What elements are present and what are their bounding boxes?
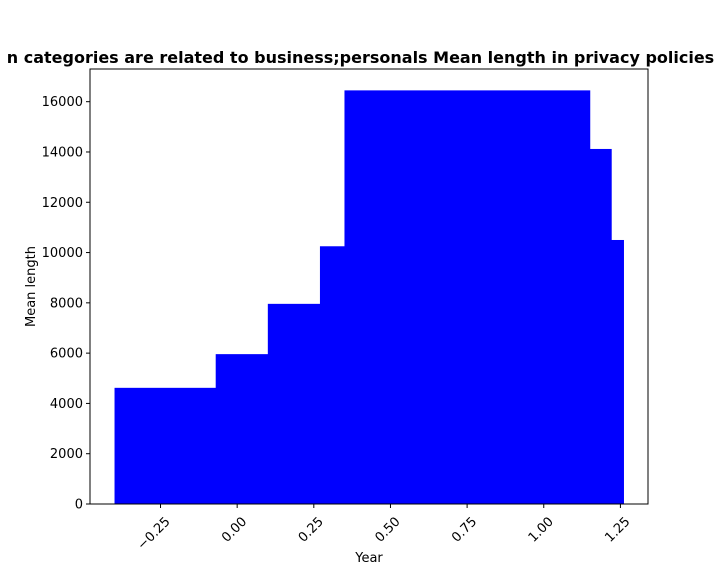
x-tick-label: 0.25	[296, 514, 327, 545]
y-tick-label: 14000	[42, 145, 83, 160]
x-axis-ticks: −0.25 0.00 0.25 0.50 0.75 1.00 1.25	[135, 504, 633, 553]
y-tick-label: 4000	[50, 397, 83, 412]
bar-6	[611, 239, 624, 504]
y-axis-ticks: 0 2000 4000 6000 8000 10000 12000 14000 16000	[42, 95, 90, 513]
x-tick-label: 0.50	[372, 514, 403, 545]
x-axis-label: Year	[354, 551, 383, 566]
y-tick-label: 6000	[50, 347, 83, 362]
bar-2	[267, 303, 321, 504]
y-tick-label: 2000	[50, 447, 83, 462]
x-tick-label: 0.00	[219, 514, 250, 545]
x-tick-label: 1.00	[526, 514, 557, 545]
bar-1	[215, 354, 269, 504]
y-tick-label: 12000	[42, 196, 83, 211]
y-tick-label: 0	[75, 498, 83, 513]
bar-4	[344, 90, 591, 504]
x-tick-label: −0.25	[135, 514, 174, 553]
bar-group	[114, 90, 624, 504]
bar-5	[589, 148, 612, 504]
y-tick-label: 16000	[42, 95, 83, 110]
y-axis-label: Mean length	[24, 246, 39, 327]
plot-frame	[89, 68, 649, 505]
x-tick-label: 0.75	[449, 514, 480, 545]
bar-3	[319, 246, 345, 504]
chart-title: n categories are related to business;per…	[7, 48, 720, 67]
x-tick-label: 1.25	[602, 514, 633, 545]
y-tick-label: 10000	[42, 246, 83, 261]
y-tick-label: 8000	[50, 296, 83, 311]
bar-0	[114, 387, 217, 504]
